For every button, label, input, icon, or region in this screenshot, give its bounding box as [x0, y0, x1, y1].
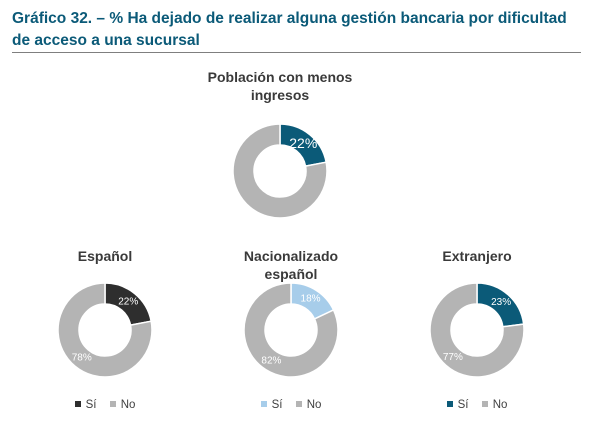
- legend-item-si: Sí: [446, 399, 469, 411]
- legend-swatch: [481, 401, 488, 407]
- chart-title: Población con menos ingresos: [207, 69, 353, 103]
- legend-label: No: [306, 399, 322, 411]
- donut-chart-espanol: Español 22% 78% Sí No: [20, 245, 190, 425]
- legend-swatch: [446, 401, 453, 407]
- legend-label: Sí: [85, 399, 97, 411]
- data-label: 23%: [491, 297, 511, 308]
- data-label: 82%: [261, 355, 281, 366]
- donut: 22%: [232, 123, 328, 219]
- donut-chart-nacionalizado: Nacionalizado español 18% 82% Sí No: [206, 245, 376, 425]
- donut: 22% 78%: [57, 282, 153, 378]
- legend-label: Sí: [457, 399, 469, 411]
- legend: Sí No: [392, 399, 562, 411]
- legend-label: Sí: [271, 399, 283, 411]
- donut-slice-no: [57, 282, 153, 378]
- chart-title: Extranjero: [442, 248, 512, 264]
- donut-slice-no: [243, 282, 339, 378]
- legend-label: No: [120, 399, 136, 411]
- legend: Sí No: [206, 399, 376, 411]
- data-label: 18%: [301, 294, 321, 305]
- legend: Sí No: [20, 399, 190, 411]
- legend-item-no: No: [109, 399, 136, 411]
- legend-swatch: [260, 401, 267, 407]
- donut: 23% 77%: [429, 282, 525, 378]
- data-label: 22%: [289, 135, 317, 151]
- legend-swatch: [74, 401, 81, 407]
- legend-label: No: [492, 399, 508, 411]
- legend-item-si: Sí: [74, 399, 97, 411]
- legend-item-no: No: [481, 399, 508, 411]
- legend-swatch: [109, 401, 116, 407]
- donut-chart-poblacion: Población con menos ingresos 22%: [180, 66, 380, 219]
- data-label: 78%: [72, 353, 92, 364]
- legend-item-si: Sí: [260, 399, 283, 411]
- chart-title: Español: [77, 248, 133, 264]
- legend-item-no: No: [295, 399, 322, 411]
- page-title: Gráfico 32. – % Ha dejado de realizar al…: [12, 10, 567, 49]
- data-label: 77%: [443, 352, 463, 363]
- donut: 18% 82%: [243, 282, 339, 378]
- legend-swatch: [295, 401, 302, 407]
- chart-title: Nacionalizado español: [243, 248, 339, 282]
- donut-slice-no: [429, 282, 525, 378]
- title-divider: [12, 52, 581, 53]
- donut-chart-extranjero: Extranjero 23% 77% Sí No: [392, 245, 562, 425]
- data-label: 22%: [118, 296, 138, 307]
- donut-slice-no: [232, 123, 328, 219]
